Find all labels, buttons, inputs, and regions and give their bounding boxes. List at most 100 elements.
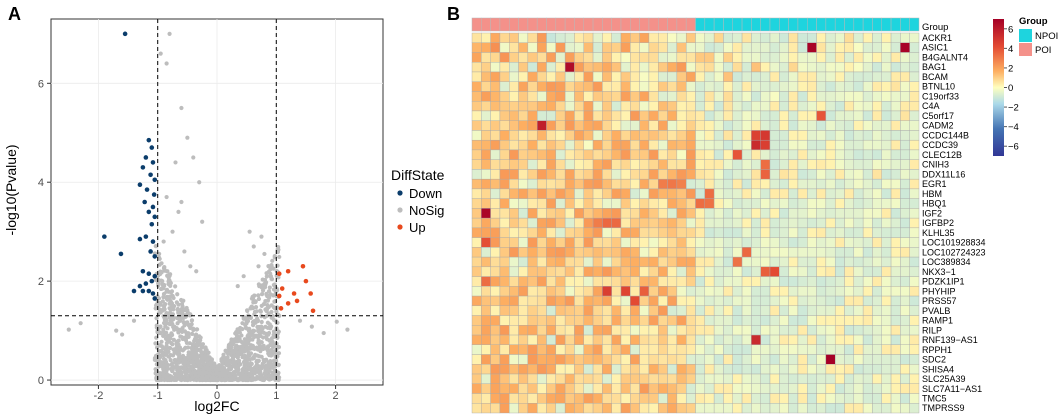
heatmap-cell [825, 208, 836, 219]
heatmap-cell [807, 334, 817, 345]
heatmap-cell [658, 62, 668, 73]
heatmap-cell [509, 139, 519, 151]
nosig-point [272, 299, 277, 304]
heatmap-cell [807, 198, 817, 209]
heatmap-cell [667, 305, 678, 316]
heatmap-cell [704, 256, 715, 268]
heatmap-cell [909, 217, 920, 229]
heatmap-cell [630, 178, 640, 190]
heatmap-cell [909, 315, 920, 326]
heatmap-cell [695, 334, 706, 345]
heatmap-cell [620, 52, 631, 63]
heatmap-cell [490, 130, 501, 141]
heatmap-row-label: SLC7A11−AS1 [922, 384, 982, 394]
heatmap-row-label: ACKR1 [922, 33, 952, 43]
heatmap-cell [760, 159, 771, 170]
heatmap-cell [862, 344, 873, 355]
heatmap-cell [583, 110, 594, 121]
heatmap-cell [890, 62, 901, 73]
heatmap-cell [909, 62, 920, 73]
nosig-point [192, 370, 197, 375]
heatmap-cell [825, 344, 836, 355]
heatmap-cell [499, 286, 510, 297]
heatmap-cell [648, 364, 659, 375]
heatmap-cell [536, 52, 547, 63]
heatmap-cell [890, 139, 901, 151]
heatmap-cell [555, 393, 566, 404]
heatmap-cell [667, 217, 678, 229]
heatmap-cell [872, 32, 882, 43]
heatmap-cell [853, 276, 864, 287]
heatmap-cell [890, 295, 901, 307]
heatmap-cell [527, 295, 538, 307]
heatmap-cell [536, 295, 547, 307]
heatmap-cell [816, 71, 827, 82]
heatmap-cell [890, 159, 901, 170]
heatmap-cell [648, 139, 659, 151]
heatmap-cell [490, 208, 501, 219]
heatmap-cell [602, 217, 612, 229]
heatmap-cell [788, 130, 799, 141]
heatmap-cell [788, 217, 799, 229]
heatmap-cell [881, 393, 892, 404]
heatmap-cell [760, 227, 771, 238]
nosig-point [154, 316, 159, 321]
nosig-point [252, 368, 257, 373]
heatmap-cell [499, 42, 510, 53]
nosig-point [259, 340, 264, 345]
heatmap-cell [779, 266, 789, 277]
heatmap-cell [797, 305, 808, 316]
heatmap-cell [518, 188, 529, 199]
heatmap-cell [536, 101, 547, 112]
heatmap-cell [490, 120, 501, 131]
nosig-point [197, 377, 203, 382]
x-tick-label: -1 [153, 390, 163, 402]
heatmap-cell [807, 81, 817, 92]
heatmap-cell [853, 334, 864, 345]
nosig-point [267, 285, 272, 290]
heatmap-cell [546, 364, 557, 375]
heatmap-cell [471, 120, 482, 131]
heatmap-cell [713, 198, 724, 209]
heatmap-cell [881, 178, 892, 190]
heatmap-cell [667, 169, 678, 180]
heatmap-cell [909, 364, 920, 375]
heatmap-cell [909, 188, 920, 199]
heatmap-cell [667, 139, 678, 151]
nosig-point [242, 360, 247, 365]
heatmap-cell [825, 198, 836, 209]
heatmap-cell [611, 32, 622, 43]
heatmap-cell [769, 247, 780, 258]
heatmap-cell [834, 139, 845, 151]
nosig-point [212, 363, 217, 368]
heatmap-cell [564, 227, 575, 238]
heatmap-cell [825, 101, 836, 112]
heatmap-cell [704, 403, 715, 414]
heatmap-cell [639, 266, 650, 277]
heatmap-cell [658, 256, 668, 268]
heatmap-cell [583, 62, 594, 73]
heatmap-cell [546, 42, 557, 53]
nosig-point [232, 337, 237, 342]
heatmap-cell [620, 130, 631, 141]
nosig-point [256, 264, 261, 269]
heatmap-cell [555, 354, 566, 365]
heatmap-cell [630, 344, 640, 355]
heatmap-cell [685, 305, 696, 316]
heatmap-cell [695, 130, 706, 141]
heatmap-cell [564, 198, 575, 209]
heatmap-cell [779, 91, 789, 102]
heatmap-cell [881, 32, 892, 43]
heatmap-row-label: SHISA4 [922, 364, 954, 374]
heatmap-cell [481, 354, 491, 365]
heatmap-row-label: CLEC12B [922, 150, 962, 160]
heatmap-cell [527, 62, 538, 73]
heatmap-cell [509, 393, 519, 404]
heatmap-cell [853, 71, 864, 82]
heatmap-cell [872, 149, 882, 160]
heatmap-cell [713, 42, 724, 53]
heatmap-cell [807, 32, 817, 43]
heatmap-cell [909, 81, 920, 92]
heatmap-cell [890, 354, 901, 365]
heatmap-cell [779, 130, 789, 141]
